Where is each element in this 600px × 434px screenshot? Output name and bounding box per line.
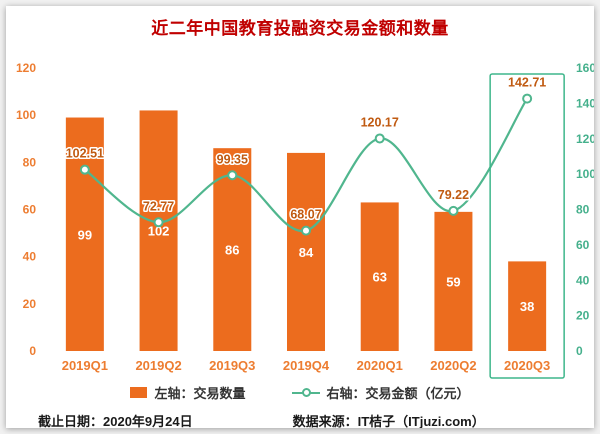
left-axis-tick: 40 (23, 250, 37, 264)
right-axis-tick: 0 (576, 344, 583, 358)
line-value-label: 68.07 (290, 208, 321, 222)
bar-value-label: 59 (446, 274, 460, 289)
x-axis-label[interactable]: 2020Q2 (430, 358, 476, 373)
right-axis-tick: 100 (576, 167, 594, 181)
line-value-label: 102.51 (66, 147, 104, 161)
chart-title: 近二年中国教育投融资交易金额和数量 (151, 19, 449, 38)
x-axis-label[interactable]: 2019Q4 (283, 358, 330, 373)
right-axis-tick: 140 (576, 96, 594, 110)
bar-value-label: 102 (148, 224, 170, 239)
right-axis-tick: 160 (576, 61, 594, 75)
bar[interactable] (360, 202, 399, 351)
bar[interactable] (139, 110, 178, 351)
chart-footer: 截止日期：2020年9月24日 数据来源：IT桔子（ITjuzi.com） (6, 411, 594, 428)
right-axis-tick: 20 (576, 309, 590, 323)
line-value-label: 120.17 (361, 115, 399, 129)
line-point[interactable] (448, 205, 459, 216)
line-point[interactable] (79, 164, 90, 175)
legend-item-bar[interactable]: 左轴：交易数量 (130, 383, 246, 402)
left-axis-tick: 80 (23, 155, 37, 169)
bar-value-label: 84 (299, 245, 314, 260)
right-axis-tick: 120 (576, 132, 594, 146)
left-axis-tick: 20 (23, 297, 37, 311)
bar[interactable] (434, 211, 473, 351)
x-axis-label[interactable]: 2020Q3 (504, 358, 550, 373)
legend-bar-label: 左轴：交易数量 (154, 386, 246, 401)
footer-cutoff-date: 截止日期：2020年9月24日 (38, 414, 193, 428)
bar-value-label: 63 (372, 270, 386, 285)
line-marker-icon (301, 388, 311, 397)
line-value-label: 99.35 (217, 152, 248, 166)
bar[interactable] (287, 152, 325, 351)
highlight-box (489, 73, 565, 379)
left-axis-tick: 120 (16, 61, 36, 75)
bar[interactable] (213, 148, 252, 351)
right-axis-tick: 40 (576, 273, 590, 287)
line-point[interactable] (522, 93, 533, 104)
line-point[interactable] (227, 170, 238, 181)
line-point[interactable] (301, 225, 311, 236)
line-series-swatch (291, 388, 320, 397)
left-axis-tick: 100 (16, 108, 36, 122)
legend-item-line[interactable]: 右轴：交易金额（亿元） (291, 383, 470, 402)
line-point[interactable] (374, 133, 385, 144)
line-value-label: 72.77 (143, 199, 174, 213)
line-value-label: 142.71 (508, 76, 546, 90)
left-axis-tick: 60 (23, 203, 37, 217)
bar-value-label: 86 (225, 243, 239, 258)
x-axis-label[interactable]: 2020Q1 (357, 358, 403, 373)
combo-chart: 0 20 40 60 80 100 120 0 20 40 60 80 100 120 140 160 99 10… (16, 61, 594, 379)
right-axis-tick: 80 (576, 203, 590, 217)
left-axis-tick: 0 (29, 344, 36, 358)
footer-data-source: 数据来源：IT桔子（ITjuzi.com） (292, 414, 485, 428)
x-axis-label[interactable]: 2019Q3 (209, 358, 255, 373)
bar[interactable] (65, 117, 104, 352)
bar-series-swatch (130, 387, 148, 398)
line-value-label: 79.22 (438, 188, 469, 202)
bar[interactable] (508, 261, 547, 351)
x-axis-label[interactable]: 2019Q1 (62, 358, 108, 373)
right-axis-tick: 60 (576, 238, 590, 252)
legend-line-label: 右轴：交易金额（亿元） (326, 386, 470, 401)
chart-legend: 左轴：交易数量 右轴：交易金额（亿元） (6, 383, 594, 402)
bar-value-label: 99 (78, 227, 92, 242)
chart-card: 近二年中国教育投融资交易金额和数量 0 20 40 60 80 100 120 0 20 40 60… (6, 6, 594, 428)
x-axis-label[interactable]: 2019Q2 (135, 358, 181, 373)
line-point[interactable] (153, 217, 164, 228)
bar-value-label: 38 (520, 299, 534, 314)
